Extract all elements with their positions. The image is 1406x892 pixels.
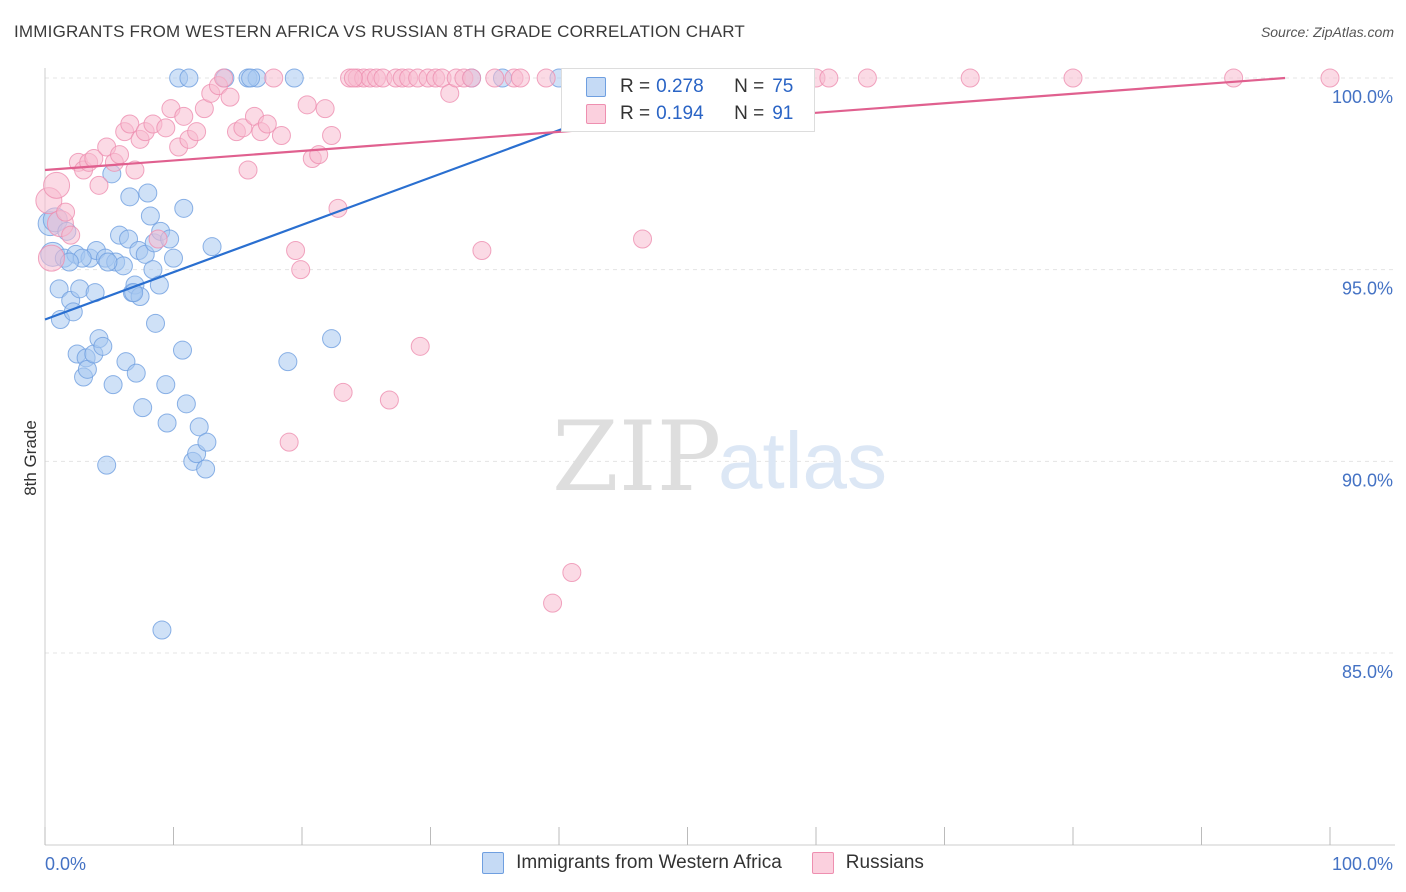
r-label: R = (620, 103, 650, 125)
point-western-africa (104, 376, 122, 394)
point-western-africa (158, 414, 176, 432)
point-russians (280, 433, 298, 451)
point-western-africa (285, 69, 303, 87)
point-russians (511, 69, 529, 87)
n-value-blue: 75 (772, 76, 793, 98)
point-western-africa (197, 460, 215, 478)
point-western-africa (94, 337, 112, 355)
point-russians (298, 96, 316, 114)
point-russians (961, 69, 979, 87)
point-russians (62, 226, 80, 244)
legend-swatch-pink (812, 852, 834, 874)
point-russians (265, 69, 283, 87)
point-russians (272, 127, 290, 145)
point-russians (380, 391, 398, 409)
point-russians (149, 230, 167, 248)
point-russians (316, 100, 334, 118)
point-russians (634, 230, 652, 248)
legend-label-russians: Russians (846, 852, 924, 874)
point-western-africa (139, 184, 157, 202)
point-western-africa (177, 395, 195, 413)
point-western-africa (173, 341, 191, 359)
data-points (36, 69, 1339, 639)
r-label: R = (620, 76, 650, 98)
point-western-africa (175, 199, 193, 217)
r-value-pink: 0.194 (656, 103, 716, 125)
legend-row-russians: R = 0.194 N = 91 (586, 101, 793, 127)
point-western-africa (147, 314, 165, 332)
y-tick-label: 95.0% (1342, 279, 1393, 299)
point-russians (157, 119, 175, 137)
point-western-africa (203, 238, 221, 256)
point-russians (323, 127, 341, 145)
point-russians (292, 261, 310, 279)
point-russians (57, 203, 75, 221)
point-russians (820, 69, 838, 87)
y-tick-label: 85.0% (1342, 662, 1393, 682)
y-tick-label: 100.0% (1332, 87, 1393, 107)
legend-row-western-africa: R = 0.278 N = 75 (586, 74, 793, 100)
point-western-africa (98, 456, 116, 474)
legend-swatch-blue (482, 852, 504, 874)
y-axis-label: 8th Grade (21, 420, 40, 496)
point-western-africa (99, 253, 117, 271)
correlation-legend: R = 0.278 N = 75 R = 0.194 N = 91 (561, 68, 815, 132)
n-label: N = (734, 76, 764, 98)
point-russians (1321, 69, 1339, 87)
n-label: N = (734, 103, 764, 125)
point-russians (1064, 69, 1082, 87)
point-russians (1225, 69, 1243, 87)
point-russians (463, 69, 481, 87)
point-russians (239, 161, 257, 179)
point-russians (537, 69, 555, 87)
y-tick-label: 90.0% (1342, 470, 1393, 490)
point-russians (221, 88, 239, 106)
legend-item-western-africa: Immigrants from Western Africa (482, 852, 782, 874)
scatter-chart: ZIP atlas 85.0%90.0%95.0%100.0% 0.0% 100.… (0, 0, 1406, 892)
point-russians (473, 242, 491, 260)
point-russians (38, 245, 64, 271)
point-russians (287, 242, 305, 260)
point-russians (544, 594, 562, 612)
point-russians (344, 69, 362, 87)
point-russians (44, 172, 70, 198)
point-russians (563, 564, 581, 582)
point-western-africa (180, 69, 198, 87)
point-russians (858, 69, 876, 87)
legend-label-western-africa: Immigrants from Western Africa (516, 852, 782, 874)
point-western-africa (141, 207, 159, 225)
point-russians (486, 69, 504, 87)
point-western-africa (323, 330, 341, 348)
point-western-africa (198, 433, 216, 451)
point-russians (411, 337, 429, 355)
point-western-africa (165, 249, 183, 267)
series-legend: Immigrants from Western Africa Russians (0, 852, 1406, 874)
point-western-africa (279, 353, 297, 371)
point-russians (334, 383, 352, 401)
point-russians (111, 146, 129, 164)
point-russians (215, 69, 233, 87)
point-russians (175, 107, 193, 125)
r-value-blue: 0.278 (656, 76, 716, 98)
point-western-africa (127, 364, 145, 382)
legend-swatch-pink (586, 104, 606, 124)
legend-swatch-blue (586, 77, 606, 97)
n-value-pink: 91 (772, 103, 793, 125)
point-western-africa (153, 621, 171, 639)
point-western-africa (121, 188, 139, 206)
watermark-atlas: atlas (718, 416, 887, 505)
point-western-africa (157, 376, 175, 394)
watermark-zip: ZIP (552, 401, 721, 513)
legend-item-russians: Russians (812, 852, 924, 874)
point-western-africa (134, 399, 152, 417)
point-russians (90, 176, 108, 194)
point-russians (188, 123, 206, 141)
y-tick-labels: 85.0% 90.0% 95.0% 100.0% (1332, 87, 1393, 682)
point-western-africa (242, 69, 260, 87)
